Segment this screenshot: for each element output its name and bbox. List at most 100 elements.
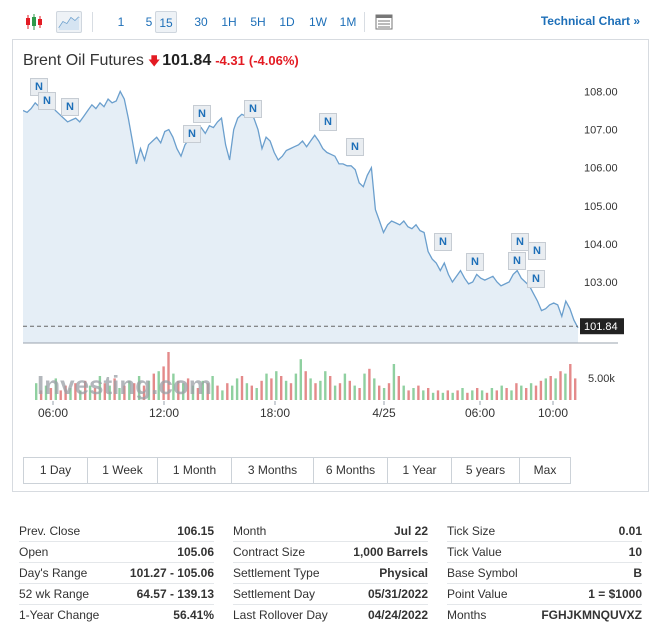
volume-bar bbox=[461, 388, 464, 400]
y-tick-label: 104.00 bbox=[584, 239, 618, 251]
volume-bar bbox=[564, 373, 567, 400]
news-marker[interactable]: N bbox=[61, 98, 79, 116]
volume-bar bbox=[226, 383, 229, 400]
volume-bar bbox=[436, 390, 440, 400]
volume-bar bbox=[64, 385, 67, 400]
volume-bar bbox=[186, 378, 190, 400]
range-button-5-years[interactable]: 5 years bbox=[452, 458, 520, 483]
news-marker[interactable]: N bbox=[527, 270, 545, 288]
news-marker[interactable]: N bbox=[434, 233, 452, 251]
range-button-1-day[interactable]: 1 Day bbox=[24, 458, 88, 483]
info-value: 10 bbox=[628, 545, 642, 559]
volume-bar bbox=[387, 383, 391, 400]
interval-button-5[interactable]: 5 bbox=[145, 15, 153, 29]
info-label: Months bbox=[447, 608, 487, 622]
info-row: Base Symbol B bbox=[447, 563, 642, 584]
volume-bar bbox=[422, 390, 425, 400]
x-tick-label: 06:00 bbox=[38, 406, 68, 420]
volume-bar bbox=[74, 383, 77, 400]
range-button-1-month[interactable]: 1 Month bbox=[158, 458, 232, 483]
volume-bar bbox=[490, 388, 494, 400]
volume-bar bbox=[412, 388, 415, 400]
volume-bar bbox=[510, 390, 513, 400]
interval-button-30[interactable]: 30 bbox=[194, 15, 208, 29]
info-label: 1-Year Change bbox=[19, 608, 100, 622]
interval-button-1w[interactable]: 1W bbox=[309, 15, 327, 29]
info-value: FGHJKMNQUVXZ bbox=[541, 608, 642, 622]
info-row: Tick Value 10 bbox=[447, 542, 642, 563]
volume-bar bbox=[44, 385, 48, 400]
y-tick-label: 105.00 bbox=[584, 201, 618, 213]
interval-button-1d[interactable]: 1D bbox=[279, 15, 295, 29]
volume-bar bbox=[505, 388, 508, 400]
volume-bar bbox=[231, 385, 234, 400]
volume-bar bbox=[240, 376, 244, 400]
news-marker[interactable]: N bbox=[528, 242, 546, 260]
news-marker[interactable]: N bbox=[38, 92, 56, 110]
interval-button-5h[interactable]: 5H bbox=[250, 15, 266, 29]
news-marker[interactable]: N bbox=[508, 252, 526, 270]
interval-button-1h[interactable]: 1H bbox=[221, 15, 237, 29]
x-tick-label: 10:00 bbox=[538, 406, 568, 420]
volume-bar bbox=[500, 385, 503, 400]
last-price: 101.84 bbox=[162, 52, 212, 69]
price-line bbox=[23, 89, 579, 329]
info-row: 1-Year Change 56.41% bbox=[19, 605, 214, 626]
volume-bar bbox=[574, 378, 577, 400]
candlestick-chart-icon[interactable] bbox=[22, 11, 46, 33]
x-tick-label: 4/25 bbox=[372, 406, 396, 420]
x-tick-label: 12:00 bbox=[149, 406, 179, 420]
range-button-max[interactable]: Max bbox=[533, 463, 557, 477]
volume-bar bbox=[427, 388, 430, 400]
range-button-3-months[interactable]: 3 Months bbox=[232, 458, 314, 483]
range-button-1-week[interactable]: 1 Week bbox=[88, 458, 158, 483]
volume-bar bbox=[289, 383, 293, 400]
volume-bar bbox=[495, 390, 498, 400]
interval-button-15[interactable]: 15 bbox=[155, 11, 177, 33]
news-marker[interactable]: N bbox=[193, 105, 211, 123]
interval-button-1m[interactable]: 1M bbox=[339, 15, 357, 29]
news-marker[interactable]: N bbox=[346, 138, 364, 156]
info-label: Last Rollover Day bbox=[233, 608, 328, 622]
volume-bar bbox=[520, 385, 523, 400]
volume-bar bbox=[265, 373, 268, 400]
info-label: Day's Range bbox=[19, 566, 88, 580]
volume-bar bbox=[476, 388, 479, 400]
volume-bar bbox=[216, 385, 219, 400]
news-marker[interactable]: N bbox=[244, 100, 262, 118]
range-selector: 1 Day 1 Week 1 Month 3 Months 6 Months 1 Year… bbox=[23, 457, 571, 484]
price-chart[interactable]: 108.00 107.00 106.00 105.00 104.00 103.00 101.… bbox=[23, 80, 629, 420]
volume-bar bbox=[152, 373, 155, 400]
range-button-1-year[interactable]: 1 Year bbox=[388, 458, 452, 483]
info-value: B bbox=[633, 566, 642, 580]
volume-bar bbox=[446, 390, 449, 400]
info-row: Open 105.06 bbox=[19, 542, 214, 563]
info-row: Months FGHJKMNQUVXZ bbox=[447, 605, 642, 626]
news-marker[interactable]: N bbox=[511, 233, 529, 251]
volume-bar bbox=[196, 388, 200, 400]
volume-bar bbox=[255, 388, 258, 400]
volume-bar bbox=[147, 380, 151, 400]
technical-chart-link[interactable]: Technical Chart » bbox=[540, 14, 640, 28]
volume-bar bbox=[54, 378, 57, 400]
volume-bar bbox=[39, 390, 43, 400]
instrument-name: Brent Oil Futures bbox=[23, 52, 144, 69]
volume-bar bbox=[441, 392, 445, 400]
info-row: Settlement Day 05/31/2022 bbox=[233, 584, 428, 605]
y-tick-label: 107.00 bbox=[584, 125, 618, 137]
volume-bar bbox=[559, 371, 562, 400]
volume-bar bbox=[329, 376, 332, 400]
info-label: Tick Size bbox=[447, 524, 496, 538]
table-view-icon[interactable] bbox=[372, 11, 396, 33]
area-chart-icon[interactable] bbox=[56, 11, 82, 33]
info-label: Tick Value bbox=[447, 545, 502, 559]
volume-bar bbox=[69, 388, 72, 400]
news-marker[interactable]: N bbox=[183, 125, 201, 143]
news-marker[interactable]: N bbox=[466, 253, 484, 271]
info-column-prices: Prev. Close 106.15 Open 105.06 Day's Range 10… bbox=[19, 521, 214, 626]
volume-bar bbox=[142, 385, 146, 400]
interval-button-1[interactable]: 1 bbox=[117, 15, 125, 29]
news-marker[interactable]: N bbox=[319, 113, 337, 131]
range-button-6-months[interactable]: 6 Months bbox=[314, 458, 388, 483]
info-value: 101.27 - 105.06 bbox=[129, 566, 214, 580]
